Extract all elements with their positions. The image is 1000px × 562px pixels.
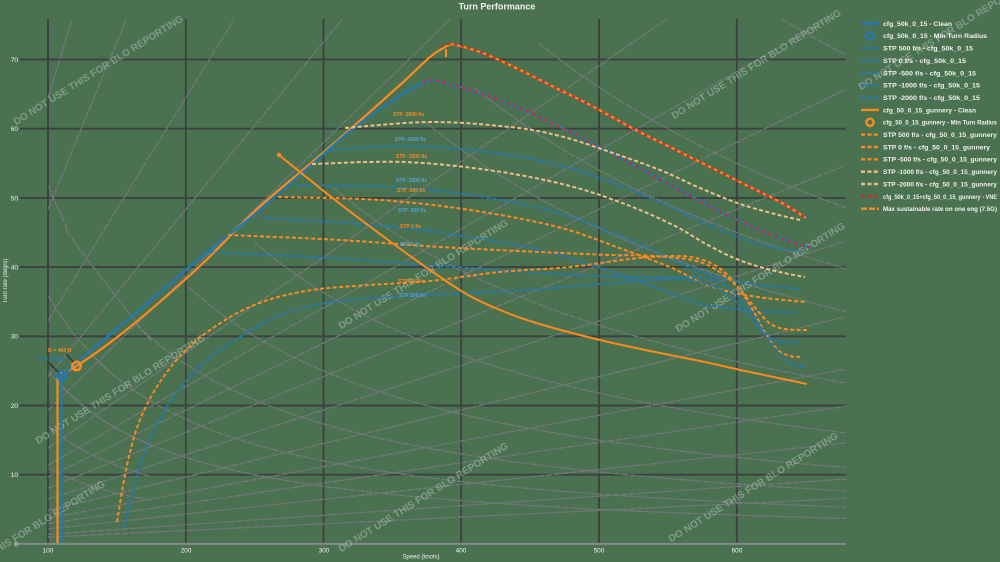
svg-text:STP 500 f/s: STP 500 f/s xyxy=(399,293,426,299)
svg-text:200: 200 xyxy=(181,548,192,555)
svg-text:Speed (knots): Speed (knots) xyxy=(402,555,439,561)
svg-text:300: 300 xyxy=(319,548,330,555)
svg-text:R = 460 ft: R = 460 ft xyxy=(48,348,71,354)
svg-text:STP -1000 f/s: STP -1000 f/s xyxy=(396,154,427,160)
svg-text:cfg_50k_0_15 - Clean: cfg_50k_0_15 - Clean xyxy=(883,21,952,28)
svg-text:60: 60 xyxy=(11,126,19,133)
svg-text:50: 50 xyxy=(11,195,19,202)
svg-text:cfg_50k_0_15+cfg_50_0_15_gunne: cfg_50k_0_15+cfg_50_0_15_gunnery - VNE xyxy=(883,194,998,201)
svg-text:STP -500 f/s - cfg_50k_0_15: STP -500 f/s - cfg_50k_0_15 xyxy=(883,70,976,77)
svg-text:STP 0 f/s: STP 0 f/s xyxy=(400,242,421,248)
svg-text:STP -500 f/s - cfg_50_0_15_gun: STP -500 f/s - cfg_50_0_15_gunnery xyxy=(883,157,997,164)
svg-text:STP 0 f/s - cfg_50k_0_15: STP 0 f/s - cfg_50k_0_15 xyxy=(883,58,966,65)
svg-text:10: 10 xyxy=(11,472,19,479)
svg-text:STP 500 f/s: STP 500 f/s xyxy=(398,279,425,285)
svg-text:STP 0 f/s - cfg_50_0_15_gunner: STP 0 f/s - cfg_50_0_15_gunnery xyxy=(883,144,990,151)
svg-text:70: 70 xyxy=(11,57,19,64)
svg-text:Max sustainable rate on one en: Max sustainable rate on one eng (7.5G) xyxy=(883,206,997,213)
svg-text:0: 0 xyxy=(14,541,18,548)
svg-text:600: 600 xyxy=(732,548,743,555)
svg-text:STP -2000 f/s: STP -2000 f/s xyxy=(395,137,426,143)
svg-text:STP 500 f/s - cfg_50k_0_15: STP 500 f/s - cfg_50k_0_15 xyxy=(883,46,973,53)
svg-text:STP -1000 f/s - cfg_50_0_15_gu: STP -1000 f/s - cfg_50_0_15_gunnery xyxy=(883,169,997,176)
svg-text:STP -2000 f/s - cfg_50k_0_15: STP -2000 f/s - cfg_50k_0_15 xyxy=(883,95,980,102)
svg-text:30: 30 xyxy=(11,334,19,341)
svg-text:40: 40 xyxy=(11,265,19,272)
svg-text:STP -500 f/s: STP -500 f/s xyxy=(398,208,426,214)
svg-text:STP -500 f/s: STP -500 f/s xyxy=(397,188,425,194)
svg-text:STP -1000 f/s: STP -1000 f/s xyxy=(396,178,427,184)
svg-text:STP -2000 f/s - cfg_50_0_15_gu: STP -2000 f/s - cfg_50_0_15_gunnery xyxy=(883,181,997,188)
svg-text:cfg_50k_0_15 - Min Turn Radius: cfg_50k_0_15 - Min Turn Radius xyxy=(883,33,987,40)
svg-text:STP -2000 f/s: STP -2000 f/s xyxy=(393,112,424,118)
svg-text:STP 0 f/s: STP 0 f/s xyxy=(400,224,421,230)
svg-text:500: 500 xyxy=(594,548,605,555)
svg-text:100: 100 xyxy=(43,548,54,555)
svg-text:400: 400 xyxy=(456,548,467,555)
svg-text:cfg_50_0_15_gunnery - Clean: cfg_50_0_15_gunnery - Clean xyxy=(883,107,976,114)
svg-text:STP 500 f/s - cfg_50_0_15_gunn: STP 500 f/s - cfg_50_0_15_gunnery xyxy=(883,132,997,139)
svg-text:R = 440 ft: R = 440 ft xyxy=(40,357,63,363)
svg-text:20: 20 xyxy=(11,403,19,410)
svg-text:Turn rate (deg/s): Turn rate (deg/s) xyxy=(3,259,9,303)
svg-text:Turn Performance: Turn Performance xyxy=(459,2,536,12)
svg-text:STP -1000 f/s - cfg_50k_0_15: STP -1000 f/s - cfg_50k_0_15 xyxy=(883,83,980,90)
svg-text:cfg_50_0_15_gunnery - Min Turn: cfg_50_0_15_gunnery - Min Turn Radius xyxy=(883,120,997,127)
